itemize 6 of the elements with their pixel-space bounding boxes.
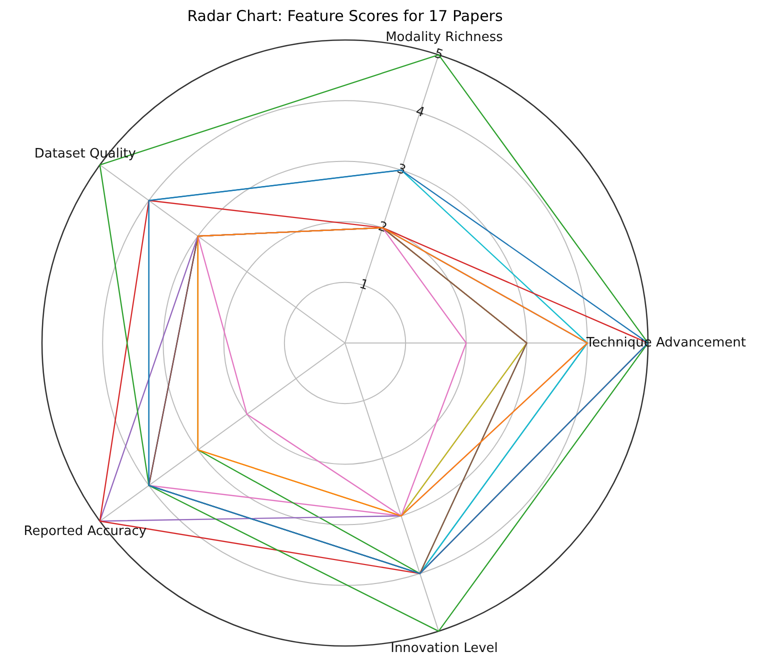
y-tick-label: 5 [432,46,445,64]
spoke-label: Innovation Level [390,640,498,656]
chart-title: Radar Chart: Feature Scores for 17 Papers [187,6,503,25]
y-tick-label: 1 [358,276,370,294]
spoke-label: Modality Richness [386,30,504,45]
y-tick-label: 4 [414,104,426,121]
